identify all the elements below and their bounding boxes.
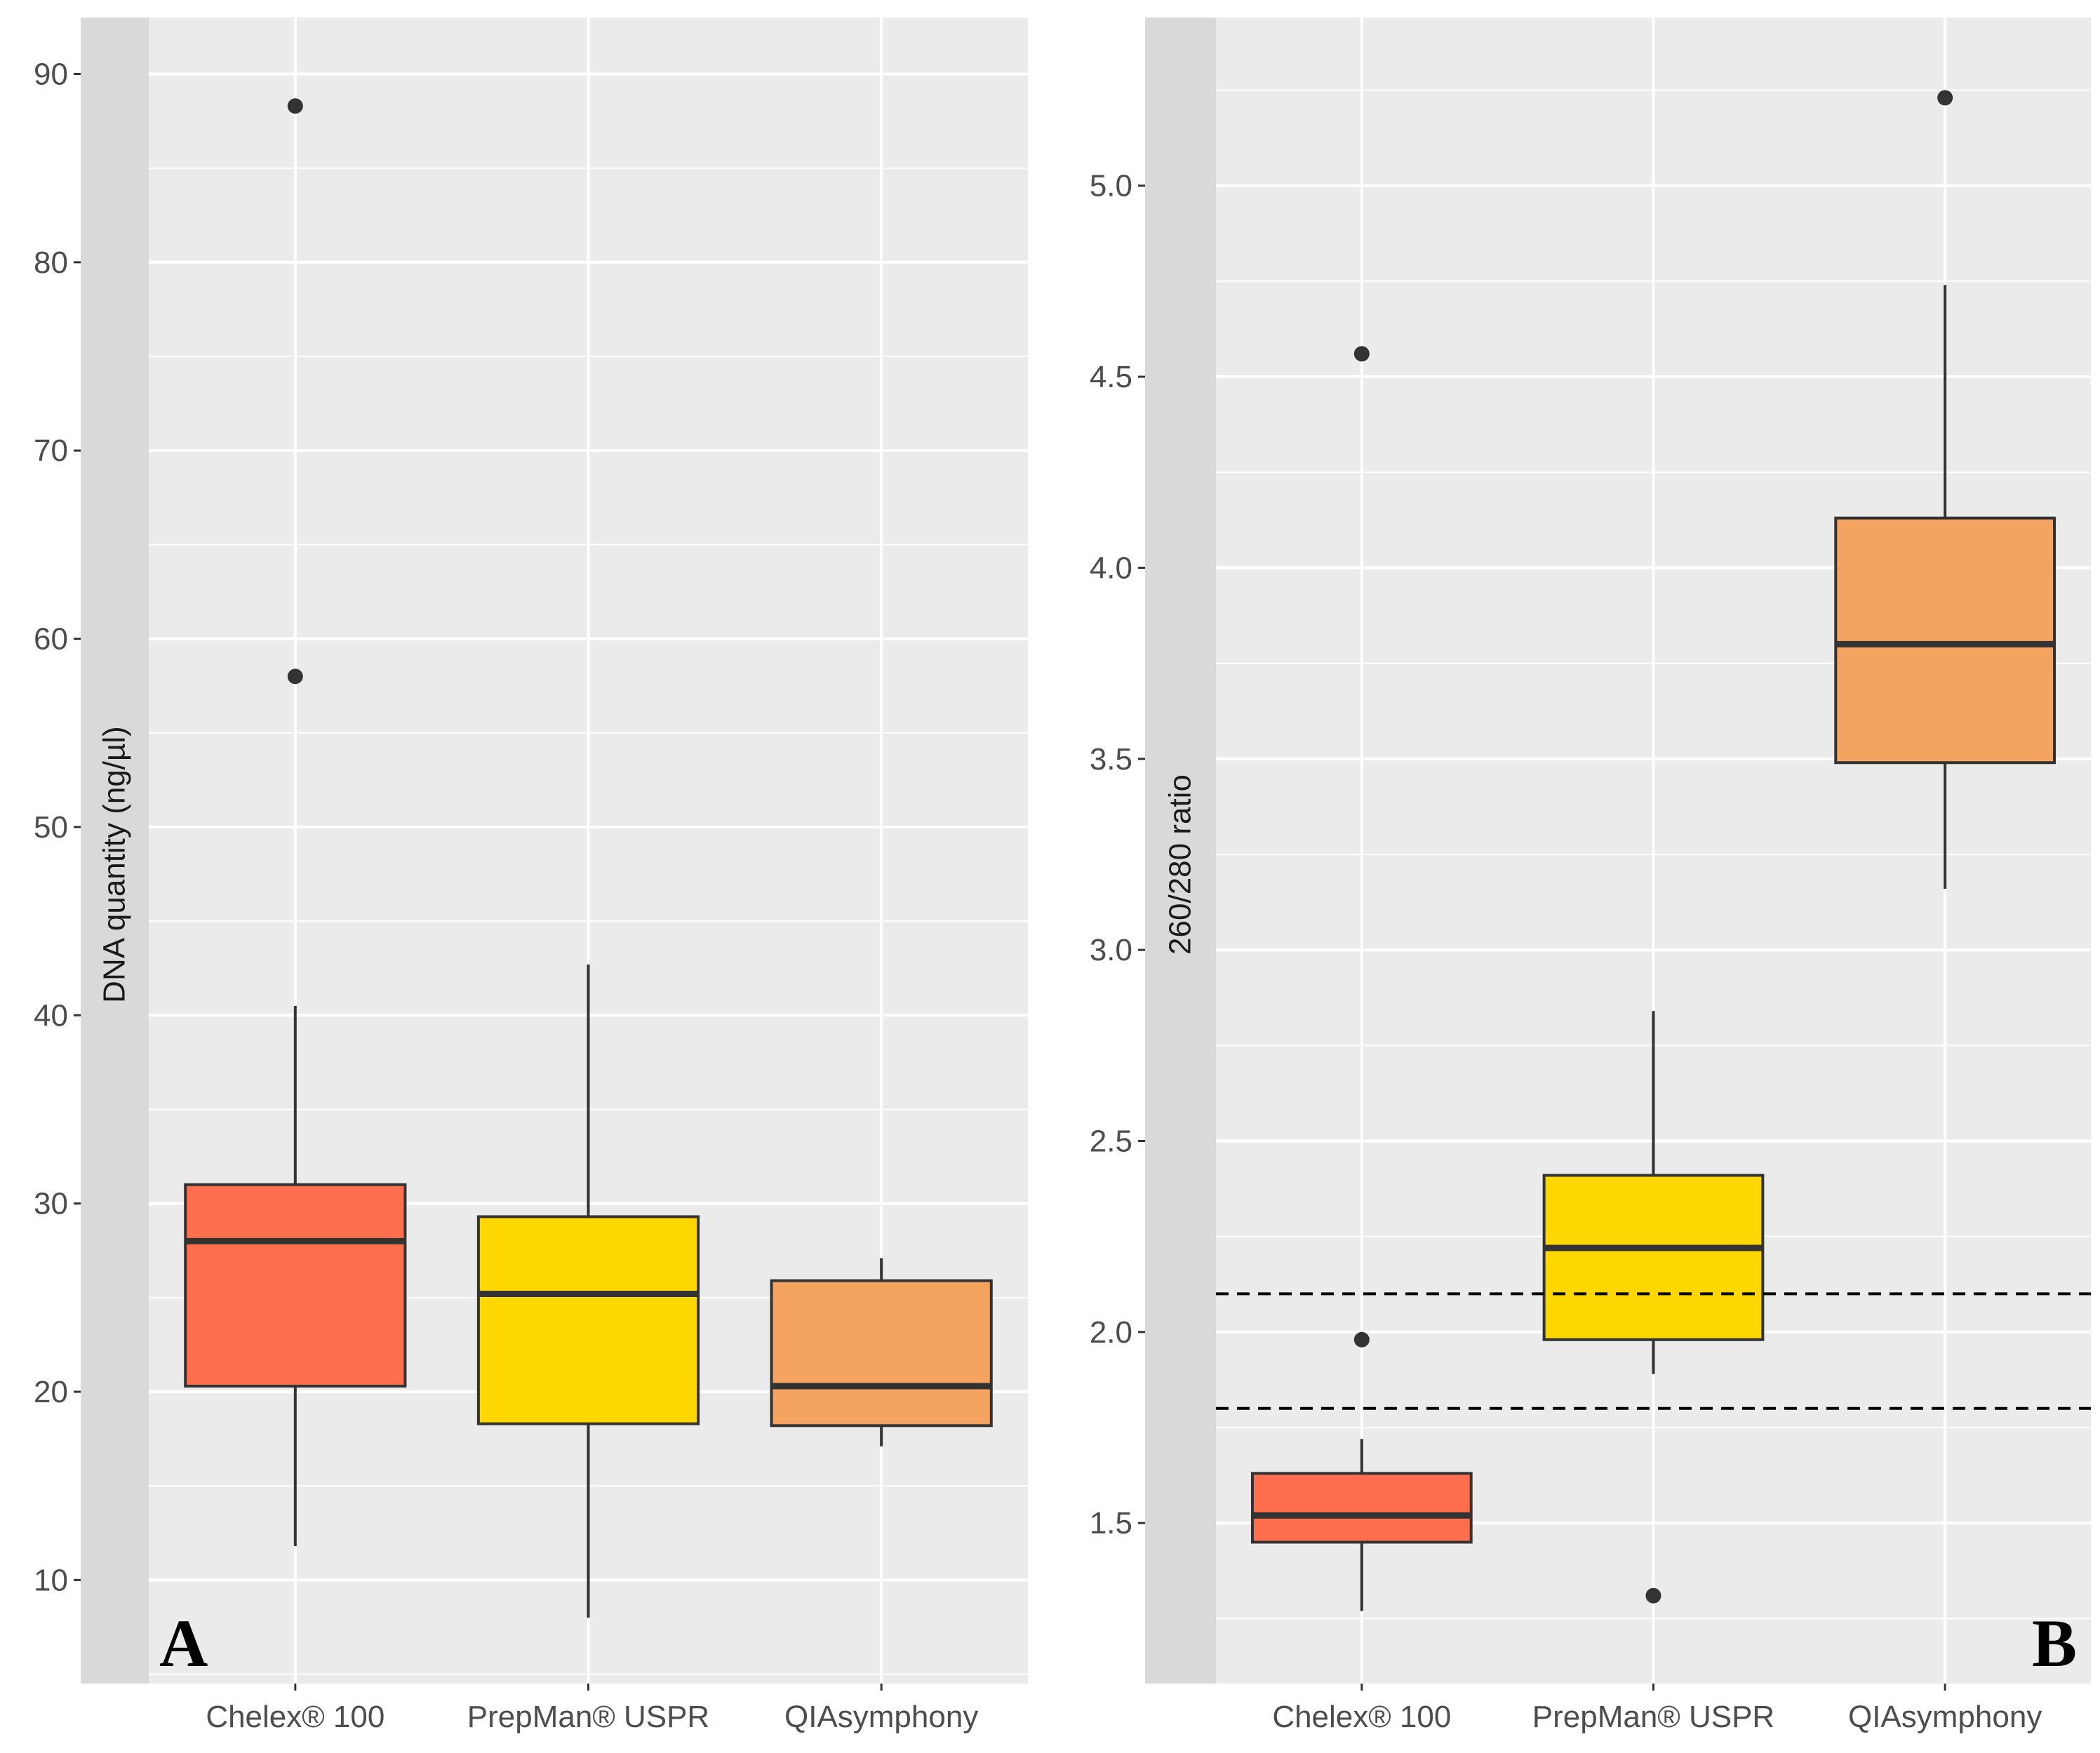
y-tick-label: 90 [34,58,68,92]
x-tick-label: PrepMan® USPR [467,1700,709,1734]
y-tick-label: 10 [34,1563,68,1597]
box-2 [476,1215,700,1425]
box-3 [1834,516,2056,765]
plot-background [81,18,1028,1684]
y-axis-title: 260/280 ratio [1163,774,1198,955]
x-tick-label: PrepMan® USPR [1532,1700,1774,1734]
outlier-point [1353,1331,1370,1348]
y-axis-title: DNA quantity (ng/µl) [98,726,132,1003]
y-tick-label: 2.0 [1090,1315,1132,1350]
panel-label: A [159,1606,208,1681]
y-tick-label: 1.5 [1090,1506,1132,1540]
y-tick-label: 2.5 [1090,1124,1132,1158]
label-strip [1145,18,1216,1684]
outlier-point [287,669,303,685]
y-tick-label: 70 [34,434,68,468]
panel-label: B [2032,1606,2077,1681]
outlier-point [1937,90,1953,106]
box-1 [1250,1472,1473,1544]
plot-background [1145,18,2091,1684]
y-tick-label: 4.5 [1090,360,1132,394]
y-tick-label: 60 [34,622,68,657]
box-1 [184,1183,407,1388]
y-tick-label: 3.5 [1090,742,1132,777]
outlier-point [1353,346,1370,362]
box-2 [1542,1174,1765,1341]
y-tick-label: 50 [34,810,68,845]
x-tick-label: QIAsymphony [1848,1700,2042,1734]
y-tick-label: 40 [34,998,68,1033]
x-tick-label: Chelex® 100 [206,1700,384,1734]
y-tick-label: 20 [34,1375,68,1409]
box-3 [770,1279,993,1428]
panel-b: 1.5 2.0 2.5 3.0 3.5 4.0 4.5 5.0 Chelex® 100 PrepM… [1090,18,2091,1734]
y-tick-label: 80 [34,246,68,280]
panel-a: 10 20 30 40 50 60 70 80 90 Chelex® 100 PrepMan® US… [34,18,1028,1734]
outlier-point [1645,1587,1661,1604]
label-strip [81,18,149,1684]
x-tick-label: QIAsymphony [784,1700,978,1734]
y-tick-label: 30 [34,1187,68,1221]
y-tick-label: 4.0 [1090,551,1132,585]
outlier-point [287,98,303,114]
y-tick-label: 5.0 [1090,169,1132,203]
x-tick-label: Chelex® 100 [1272,1700,1451,1734]
y-tick-label: 3.0 [1090,933,1132,967]
